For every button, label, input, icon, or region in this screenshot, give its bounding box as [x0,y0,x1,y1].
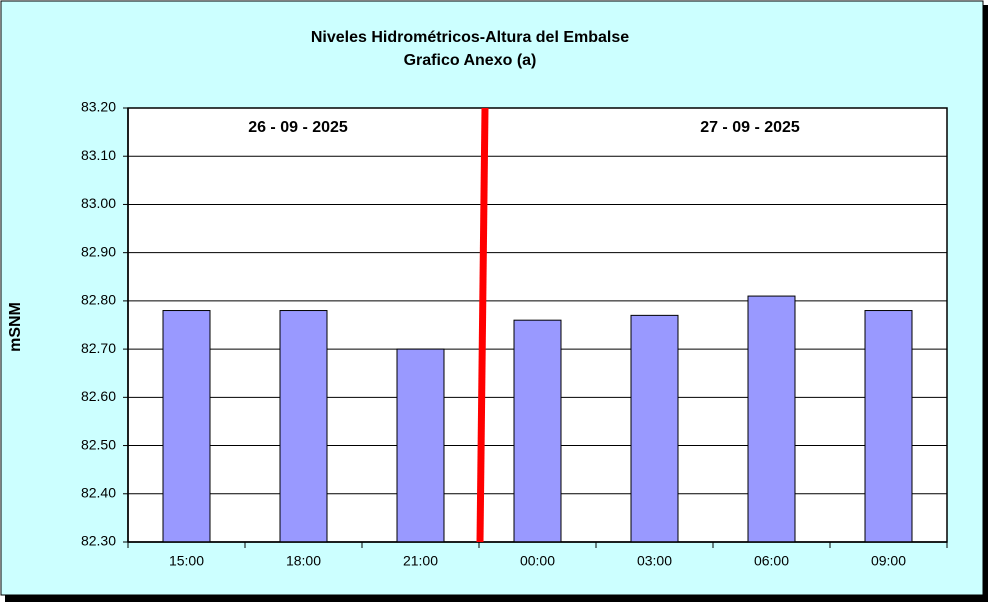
y-tick-label: 83.10 [81,147,116,163]
x-tick-label: 21:00 [403,553,438,569]
bar [396,348,445,543]
x-tick-label: 03:00 [637,553,672,569]
bar [162,310,211,543]
chart-title: Niveles Hidrométricos-Altura del Embalse [311,29,629,46]
y-tick-label: 83.00 [81,195,116,211]
y-axis-label: mSNM [7,302,24,352]
bar [864,310,913,543]
y-tick-label: 82.90 [81,243,116,259]
y-tick-label: 82.80 [81,292,116,308]
bar [513,319,562,543]
x-tick-label: 00:00 [520,553,555,569]
y-tick-label: 82.40 [81,484,116,500]
chart-subtitle: Grafico Anexo (a) [404,52,537,69]
date-annotation: 27 - 09 - 2025 [700,119,800,136]
bar [279,310,328,543]
y-tick-label: 82.30 [81,533,116,549]
y-tick-label: 82.60 [81,388,116,404]
x-tick-label: 18:00 [286,553,321,569]
bar [747,295,796,543]
y-tick-label: 83.20 [81,99,116,115]
y-tick-label: 82.70 [81,340,116,356]
day-divider [476,107,489,543]
x-tick-label: 15:00 [169,553,204,569]
x-tick-label: 09:00 [871,553,906,569]
y-tick-label: 82.50 [81,436,116,452]
bar [630,314,679,543]
x-tick-label: 06:00 [754,553,789,569]
date-annotation: 26 - 09 - 2025 [248,119,348,136]
